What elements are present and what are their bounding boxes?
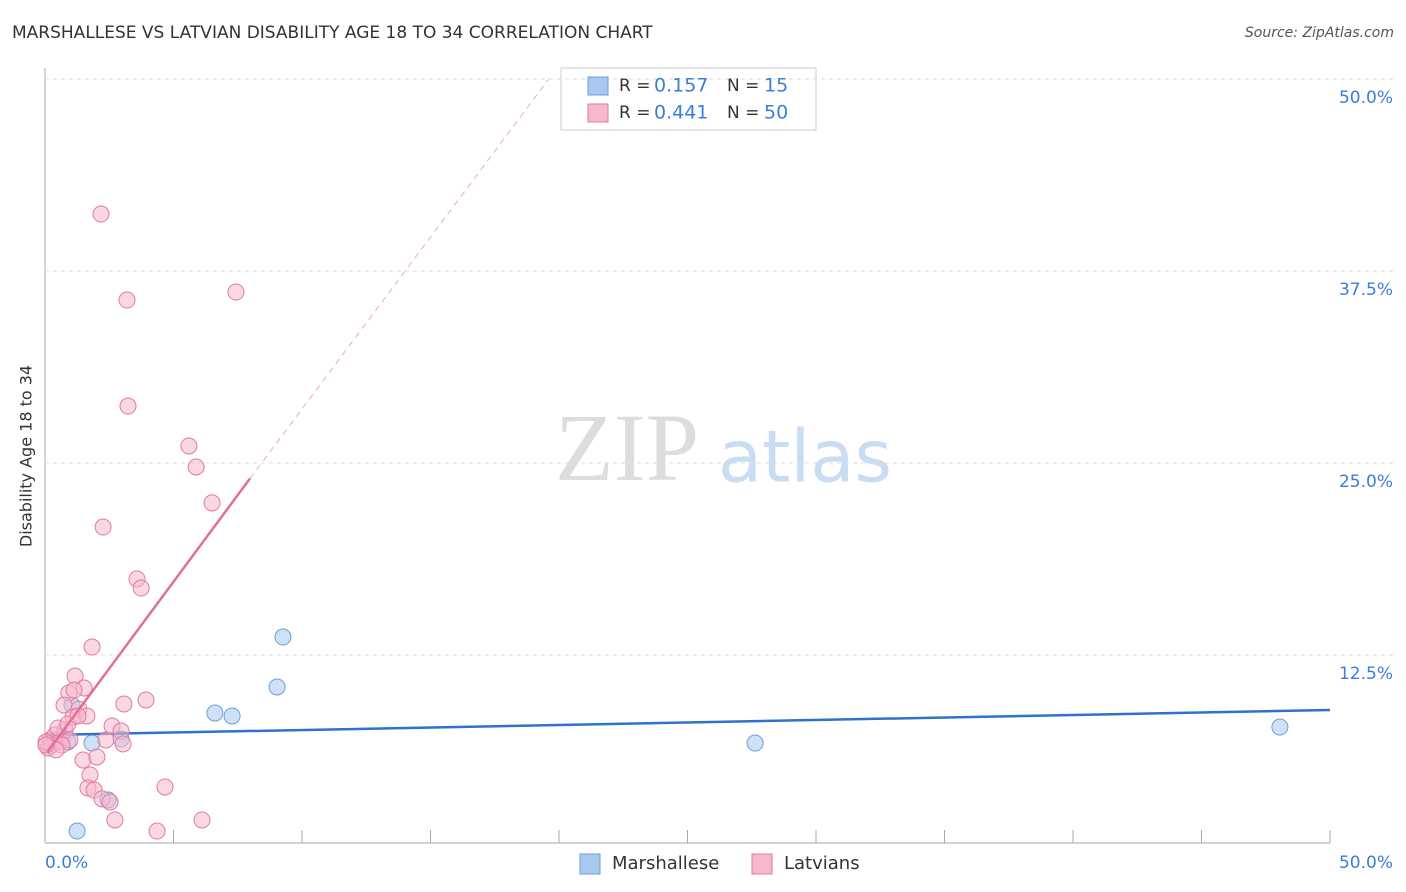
point (193, 811, 211, 829)
legend-label[interactable]: Latvians (784, 853, 860, 874)
point (115, 695, 133, 713)
point (148, 822, 166, 840)
point (97, 731, 115, 749)
legend-label: R = (619, 76, 650, 96)
point (101, 793, 119, 811)
y-tick-label: 50.0% (1339, 88, 1393, 108)
x-tick-label: 0.0% (45, 853, 88, 873)
legend-value: 0.157 (654, 75, 708, 97)
point (94, 518, 112, 536)
trend-line (249, 78, 550, 479)
source: Source: ZipAtlas.com (1245, 25, 1394, 41)
point (92, 205, 110, 223)
x-tick-label: 50.0% (1339, 853, 1393, 873)
legend-label: R = (619, 103, 650, 123)
trend-line (46, 477, 252, 753)
legend-value: 0.441 (654, 102, 708, 124)
point (106, 811, 124, 829)
y-tick-label: 37.5% (1339, 280, 1393, 300)
point (274, 628, 292, 646)
point (203, 494, 221, 512)
y-tick-label: 25.0% (1339, 472, 1393, 492)
legend-swatch (579, 853, 601, 875)
point (118, 291, 136, 309)
point (206, 704, 224, 722)
point (69, 707, 87, 725)
point (114, 735, 132, 753)
legend-swatch (587, 76, 609, 96)
point (180, 437, 198, 455)
legend-value: 50 (764, 102, 788, 124)
point (88, 748, 106, 766)
point (132, 579, 150, 597)
point (1271, 718, 1289, 736)
legend-label: N = (727, 103, 759, 123)
point (65, 681, 83, 699)
legend-label: N = (727, 76, 759, 96)
watermark: atlas (718, 415, 892, 499)
y-axis-label: Disability Age 18 to 34 (17, 365, 36, 547)
legend-label[interactable]: Marshallese (612, 853, 719, 874)
point (187, 458, 205, 476)
legend-value: 15 (764, 75, 788, 97)
point (119, 397, 137, 415)
point (227, 283, 245, 301)
legend-swatch (587, 103, 609, 123)
chart-title: MARSHALLESE VS LATVIAN DISABILITY AGE 18… (12, 23, 653, 43)
y-tick-label: 12.5% (1339, 664, 1393, 684)
watermark: ZIP (555, 394, 699, 501)
point (137, 691, 155, 709)
point (268, 678, 286, 696)
point (746, 734, 764, 752)
point (68, 822, 86, 840)
trend-line (44, 708, 1331, 737)
point (83, 638, 101, 656)
point (223, 707, 241, 725)
point (74, 751, 92, 769)
legend-swatch (751, 853, 773, 875)
point (156, 778, 174, 796)
